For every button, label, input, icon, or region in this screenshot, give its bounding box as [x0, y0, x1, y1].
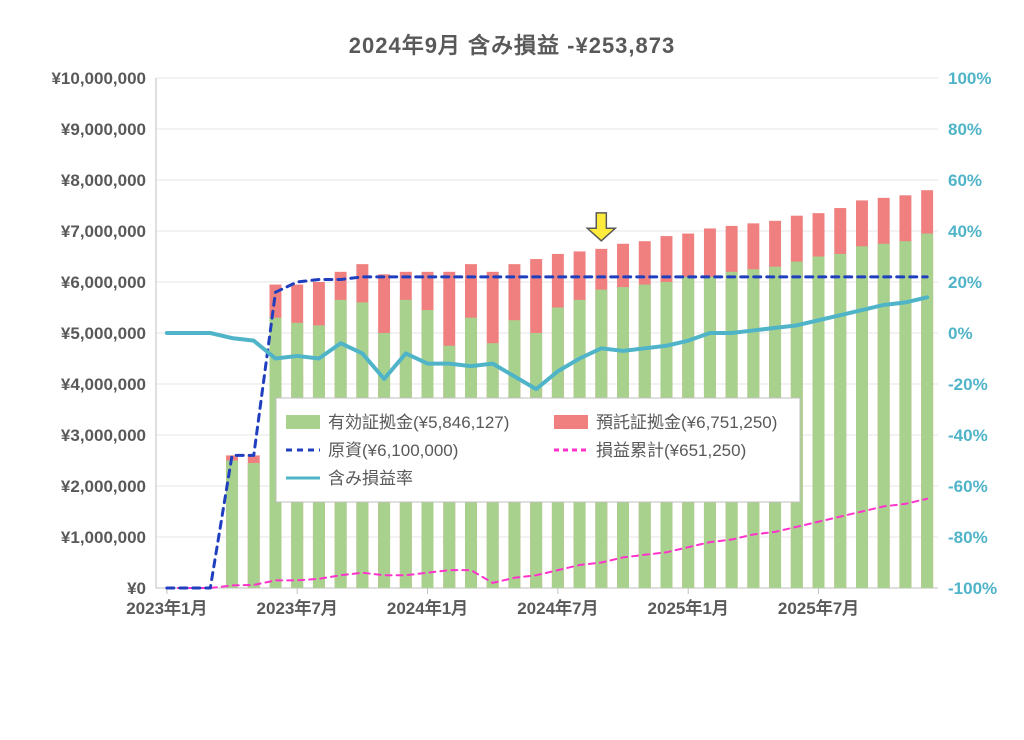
y1-axis-label: ¥3,000,000: [61, 426, 146, 445]
x-axis-label: 2024年1月: [387, 598, 468, 618]
y1-axis-label: ¥1,000,000: [61, 528, 146, 547]
y2-axis-label: 40%: [948, 222, 982, 241]
legend-swatch: [554, 415, 588, 429]
y1-axis-label: ¥7,000,000: [61, 222, 146, 241]
legend-label: 損益累計(¥651,250): [596, 441, 746, 460]
bar-effective: [878, 244, 890, 588]
bar-effective: [921, 234, 933, 588]
y2-axis-label: 80%: [948, 120, 982, 139]
y2-axis-label: 0%: [948, 324, 973, 343]
y1-axis-label: ¥8,000,000: [61, 171, 146, 190]
x-axis-label: 2024年7月: [517, 598, 598, 618]
y1-axis-label: ¥5,000,000: [61, 324, 146, 343]
arrow-marker-icon: [587, 213, 615, 241]
x-axis-label: 2023年1月: [126, 598, 207, 618]
y2-axis-label: -80%: [948, 528, 988, 547]
chart-svg: ¥0 ¥1,000,000 ¥2,000,000 ¥3,000,000 ¥4,000,0…: [0, 0, 1024, 740]
y2-axis-label: -60%: [948, 477, 988, 496]
x-axis-label: 2025年1月: [648, 598, 729, 618]
bar-effective: [856, 246, 868, 588]
bar-effective: [226, 461, 238, 589]
y1-axis-label: ¥4,000,000: [61, 375, 146, 394]
chart-root: 2024年9月 含み損益 -¥253,873 ¥0¥1,000,000¥2,00…: [0, 0, 1024, 740]
x-axis-label: 2025年7月: [778, 598, 859, 618]
legend-swatch: [286, 415, 320, 429]
bar-effective: [813, 257, 825, 589]
y1-axis-label: ¥9,000,000: [61, 120, 146, 139]
bar-effective: [248, 463, 260, 588]
y2-axis-label: -40%: [948, 426, 988, 445]
y2-axis-label: 100%: [948, 69, 991, 88]
y2-axis-label: -100%: [948, 579, 997, 598]
legend-label: 有効証拠金(¥5,846,127): [328, 413, 509, 432]
y1-axis-label: ¥10,000,000: [51, 69, 146, 88]
legend-label: 含み損益率: [328, 469, 413, 488]
x-axis-label: 2023年7月: [257, 598, 338, 618]
y2-axis-label: 60%: [948, 171, 982, 190]
y2-axis-label: 20%: [948, 273, 982, 292]
legend-label: 原資(¥6,100,000): [328, 441, 458, 460]
legend-label: 預託証拠金(¥6,751,250): [596, 413, 777, 432]
y2-axis-label: -20%: [948, 375, 988, 394]
bar-effective: [834, 254, 846, 588]
y1-axis-label: ¥6,000,000: [61, 273, 146, 292]
y1-axis-label: ¥2,000,000: [61, 477, 146, 496]
y1-axis-label: ¥0: [127, 579, 146, 598]
bar-effective: [899, 241, 911, 588]
